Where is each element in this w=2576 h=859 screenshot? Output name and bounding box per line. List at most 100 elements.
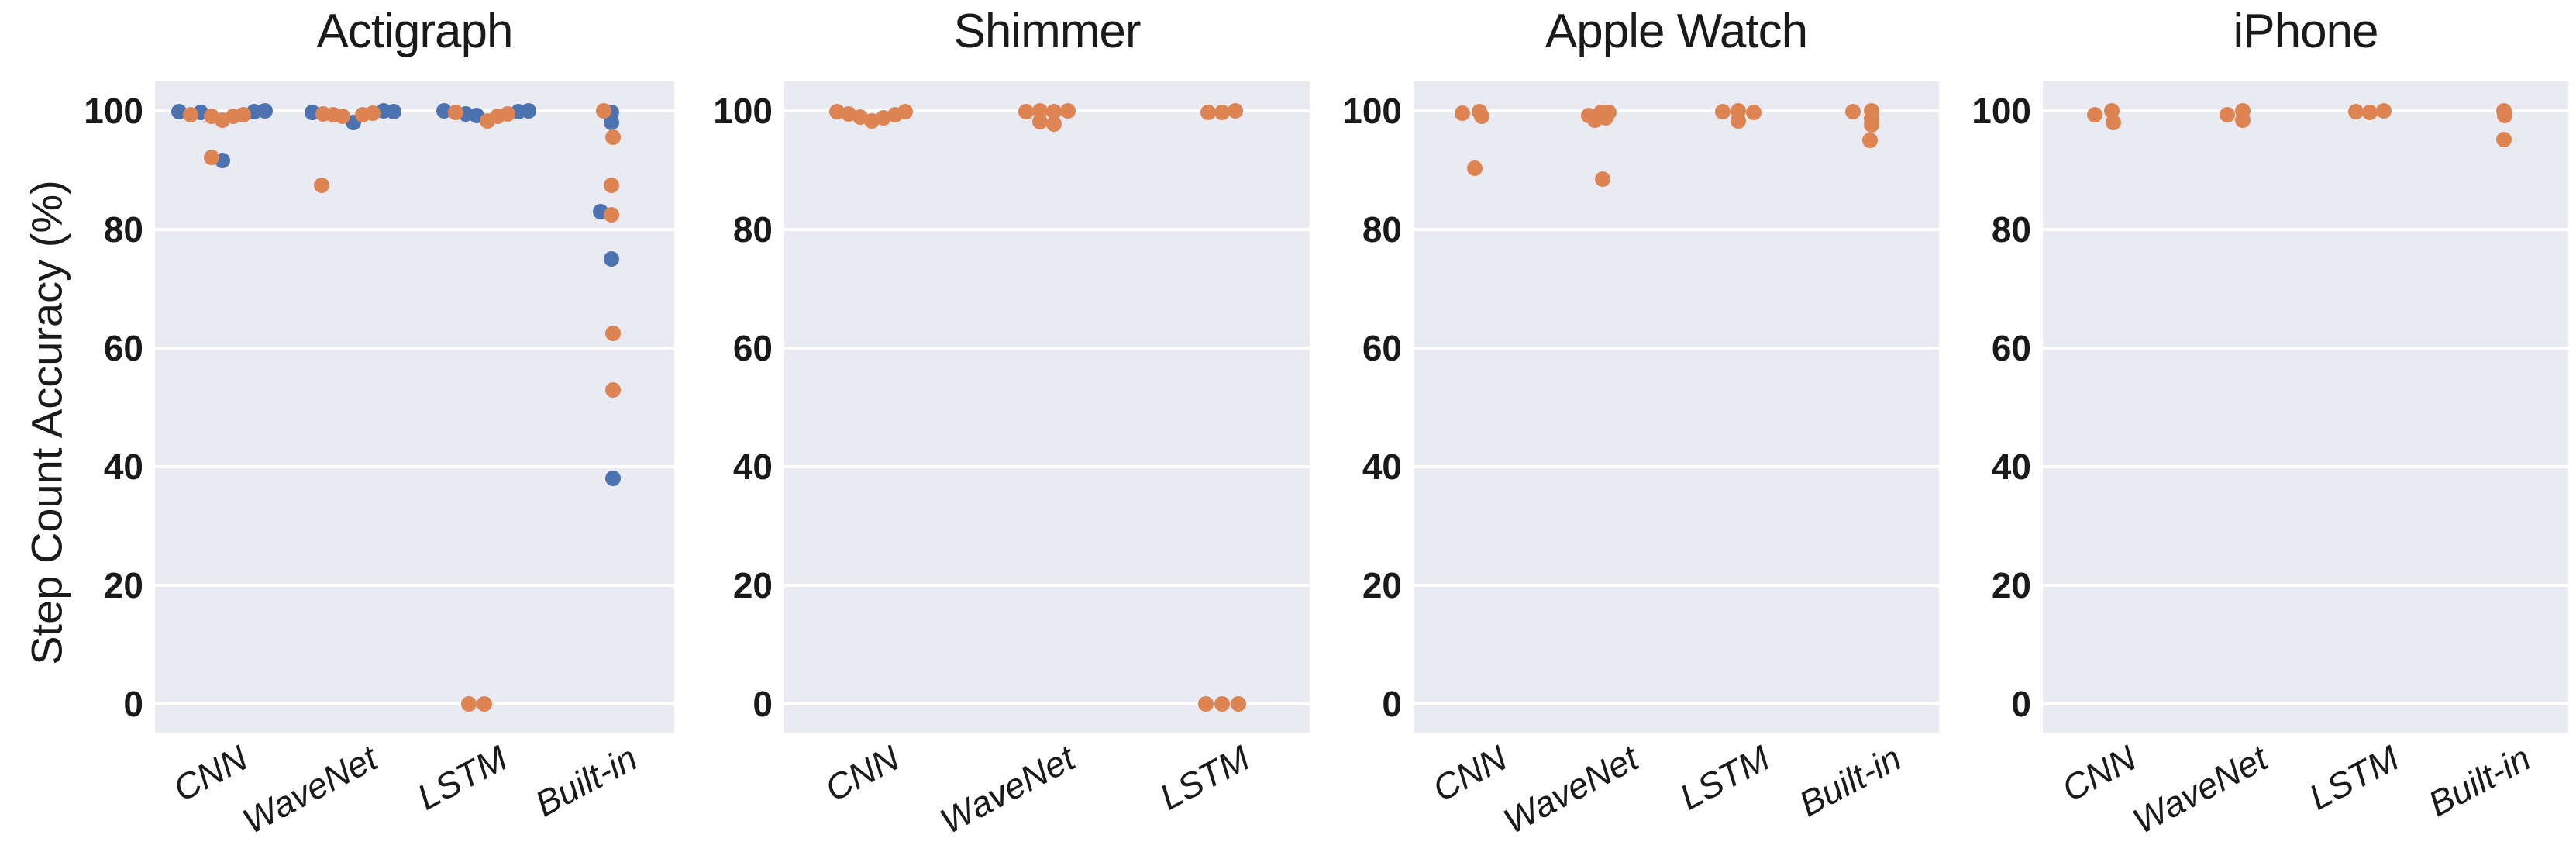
- y-tick-label: 20: [1991, 565, 2031, 605]
- x-tick-label: CNN: [167, 737, 254, 809]
- panel-title: iPhone: [2233, 5, 2378, 58]
- y-tick-label: 60: [103, 328, 143, 368]
- x-tick-label: WaveNet: [236, 737, 384, 842]
- data-point-current: [476, 696, 492, 712]
- x-tick-label: LSTM: [1153, 737, 1256, 818]
- y-tick-label: 40: [103, 447, 143, 487]
- data-point-previous: [520, 103, 536, 119]
- y-tick-label: 20: [103, 565, 143, 605]
- data-point-current: [314, 177, 330, 193]
- grid-line: [1414, 584, 1939, 587]
- grid-line: [1414, 109, 1939, 112]
- data-point-current: [1466, 160, 1483, 177]
- x-tick-label: CNN: [1426, 737, 1514, 809]
- data-point-previous: [604, 251, 620, 267]
- grid-line: [784, 228, 1310, 231]
- data-point-current: [1228, 103, 1243, 119]
- y-tick-label: 60: [1362, 328, 1402, 368]
- grid-line: [155, 702, 674, 705]
- data-point-current: [1473, 108, 1489, 124]
- panel-title: Shimmer: [953, 5, 1141, 58]
- data-point-current: [447, 105, 463, 121]
- x-tick-label: CNN: [818, 737, 906, 809]
- x-tick-label: WaveNet: [933, 737, 1081, 842]
- grid-line: [2043, 109, 2568, 112]
- data-point-current: [1745, 104, 1762, 120]
- grid-line: [784, 702, 1310, 705]
- y-tick-label: 100: [1972, 91, 2031, 131]
- data-point-current: [1198, 696, 1214, 712]
- data-point-current: [1595, 171, 1611, 187]
- data-point-current: [1046, 103, 1062, 119]
- data-point-current: [2361, 104, 2378, 120]
- data-point-current: [499, 105, 515, 122]
- y-tick-label: 0: [1382, 684, 1402, 724]
- panel-title: Apple Watch: [1545, 5, 1808, 58]
- data-point-current: [1231, 696, 1246, 712]
- y-tick-label: 60: [732, 328, 773, 368]
- data-point-current: [2105, 114, 2121, 130]
- grid-line: [2043, 702, 2568, 705]
- data-point-current: [1730, 113, 1746, 129]
- y-tick-label: 100: [84, 91, 143, 131]
- x-tick-label: LSTM: [1672, 737, 1776, 818]
- grid-line: [155, 347, 674, 350]
- grid-line: [784, 584, 1310, 587]
- data-point-current: [2086, 106, 2102, 122]
- data-point-current: [1214, 696, 1230, 712]
- grid-line: [155, 465, 674, 468]
- data-point-previous: [604, 115, 620, 131]
- y-tick-label: 20: [1362, 565, 1402, 605]
- grid-line: [2043, 584, 2568, 587]
- data-point-current: [1200, 105, 1216, 121]
- y-tick-label: 100: [713, 91, 773, 131]
- x-tick-label: Built-in: [1792, 737, 1908, 825]
- data-point-current: [897, 103, 913, 119]
- data-point-current: [2235, 112, 2251, 129]
- data-point-current: [335, 108, 351, 124]
- data-point-previous: [386, 103, 402, 119]
- grid-line: [1414, 702, 1939, 705]
- plot-area-shimmer: [784, 81, 1310, 733]
- y-tick-label: 100: [1342, 91, 1402, 131]
- x-tick-label: Built-in: [528, 737, 644, 825]
- x-tick-label: LSTM: [410, 737, 514, 818]
- grid-line: [2043, 228, 2568, 231]
- data-point-current: [604, 206, 620, 223]
- data-point-current: [1862, 133, 1879, 149]
- grid-line: [2043, 347, 2568, 350]
- plot-area-iphone: [2043, 81, 2568, 733]
- y-tick-label: 0: [2011, 684, 2031, 724]
- data-point-current: [2497, 108, 2513, 124]
- x-tick-label: WaveNet: [1496, 737, 1645, 842]
- data-point-current: [604, 177, 620, 193]
- data-point-current: [605, 381, 622, 398]
- y-tick-label: 80: [103, 209, 143, 250]
- data-point-current: [605, 129, 622, 146]
- y-tick-label: 80: [1362, 209, 1402, 250]
- data-point-current: [2347, 103, 2364, 119]
- data-point-current: [1032, 113, 1048, 129]
- y-tick-label: 80: [732, 209, 773, 250]
- panel-title: Actigraph: [316, 5, 514, 58]
- data-point-current: [1601, 105, 1617, 121]
- x-tick-label: LSTM: [2302, 737, 2406, 818]
- grid-line: [784, 465, 1310, 468]
- x-tick-label: Built-in: [2421, 737, 2537, 825]
- grid-line: [1414, 465, 1939, 468]
- data-point-current: [1018, 103, 1034, 119]
- data-point-current: [1454, 105, 1470, 122]
- y-tick-label: 80: [1991, 209, 2031, 250]
- grid-line: [1414, 347, 1939, 350]
- data-point-current: [1046, 116, 1062, 132]
- grid-line: [1414, 228, 1939, 231]
- data-point-current: [235, 107, 251, 123]
- y-tick-label: 0: [123, 684, 143, 724]
- data-point-current: [1214, 104, 1230, 120]
- grid-line: [155, 109, 674, 112]
- grid-line: [784, 347, 1310, 350]
- data-point-previous: [257, 103, 273, 119]
- data-point-current: [2220, 106, 2236, 122]
- data-point-current: [1845, 103, 1861, 119]
